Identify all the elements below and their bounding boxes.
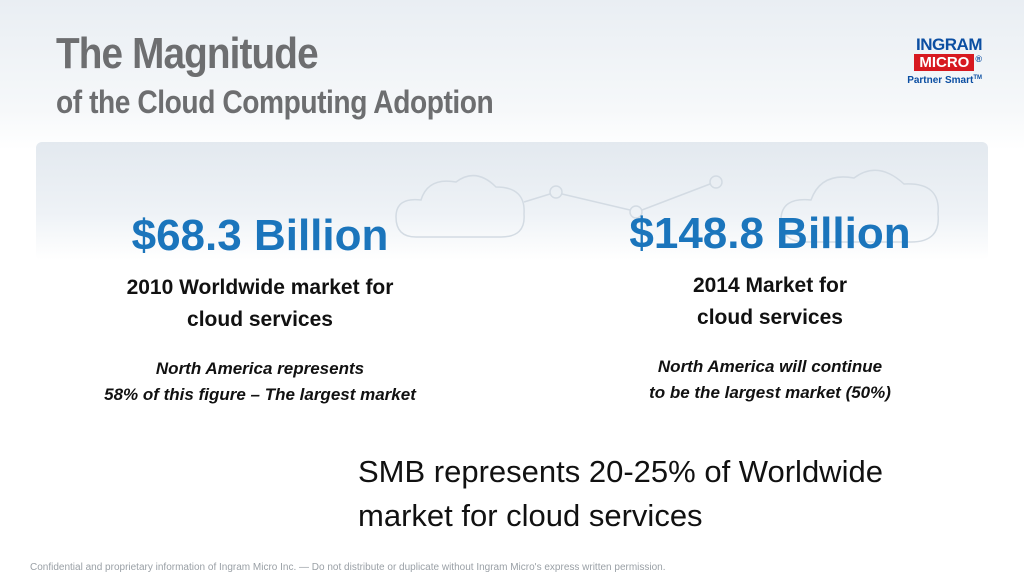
cloud-network-decoration-icon: [395, 169, 939, 243]
logo-partner-smart: Partner SmartTM: [900, 75, 982, 86]
desc-2014: 2014 Market for cloud services: [550, 270, 990, 334]
note-2010-line1: North America represents: [155, 359, 365, 378]
smb-line1: SMB represents 20-25% of Worldwide: [358, 454, 883, 489]
note-2014-line2: to be the largest market (50%): [649, 383, 891, 402]
logo-registered-mark: ®: [975, 54, 982, 64]
title-main: The Magnitude: [56, 29, 319, 78]
note-2010: North America represents 58% of this fig…: [40, 356, 480, 408]
confidentiality-footer: Confidential and proprietary information…: [30, 562, 666, 573]
smb-statement: SMB represents 20-25% of Worldwide marke…: [358, 450, 998, 538]
desc-2014-line1: 2014 Market for: [692, 274, 848, 297]
desc-2010-line1: 2010 Worldwide market for: [126, 276, 394, 299]
logo-trademark: TM: [973, 75, 982, 81]
slide-title: The Magnitude of the Cloud Computing Ado…: [56, 29, 553, 120]
ingram-micro-logo: INGRAM MICRO ® Partner SmartTM: [900, 36, 982, 86]
logo-text-partner-smart: Partner Smart: [907, 75, 974, 86]
note-2014-line1: North America will continue: [657, 357, 883, 376]
stat-2014: $148.8 Billion 2014 Market for cloud ser…: [550, 208, 990, 406]
note-2014: North America will continue to be the la…: [550, 354, 990, 406]
logo-text-ingram: INGRAM: [916, 35, 982, 54]
smb-line2: market for cloud services: [358, 498, 703, 533]
note-2010-line2: 58% of this figure – The largest market: [104, 385, 416, 404]
amount-2014: $148.8 Billion: [629, 209, 911, 258]
title-subtitle: of the Cloud Computing Adoption: [56, 84, 494, 120]
logo-micro-row: MICRO ®: [900, 54, 982, 72]
amount-2010: $68.3 Billion: [131, 211, 389, 260]
logo-text-micro: MICRO: [914, 54, 975, 71]
desc-2010-line2: cloud services: [187, 308, 333, 331]
stat-2010: $68.3 Billion 2010 Worldwide market for …: [40, 210, 480, 408]
background-band: [36, 142, 988, 260]
desc-2014-line2: cloud services: [697, 306, 843, 329]
desc-2010: 2010 Worldwide market for cloud services: [40, 272, 480, 336]
